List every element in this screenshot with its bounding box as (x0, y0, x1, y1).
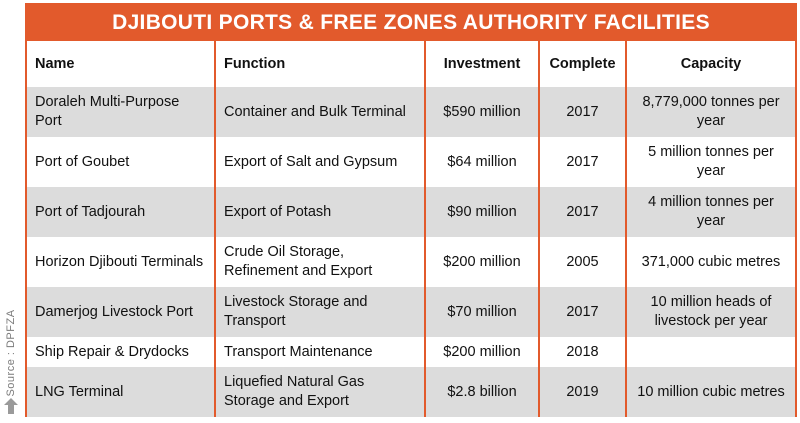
cell-complete: 2017 (538, 287, 626, 337)
cell-investment: $590 million (424, 87, 539, 137)
cell-capacity: 10 million cubic metres (625, 367, 795, 417)
table-row: Horizon Djibouti Terminals Crude Oil Sto… (27, 237, 795, 287)
table-row: Port of Goubet Export of Salt and Gypsum… (27, 137, 795, 187)
cell-name: Doraleh Multi-Purpose Port (35, 94, 180, 129)
cell-name: Port of Goubet (35, 153, 130, 170)
cell-investment: $64 million (424, 137, 539, 187)
facilities-table-panel: DJIBOUTI PORTS & FREE ZONES AUTHORITY FA… (25, 3, 797, 417)
cell-name: LNG Terminal (35, 383, 124, 400)
source-text: Source : DPFZA (5, 309, 17, 397)
table-row: Doraleh Multi-Purpose Port Container and… (27, 87, 795, 137)
cell-complete: 2019 (538, 367, 626, 417)
cell-function: Container and Bulk Terminal (214, 87, 425, 137)
cell-capacity: 371,000 cubic metres (625, 237, 795, 287)
cell-capacity: 10 million heads of livestock per year (625, 287, 795, 337)
cell-investment: $200 million (424, 237, 539, 287)
facilities-table: Name Function Investment Complete Capaci… (27, 41, 795, 417)
cell-name: Damerjog Livestock Port (35, 303, 193, 320)
cell-function: Crude Oil Storage, Refinement and Export (214, 237, 425, 287)
cell-function: Export of Potash (214, 187, 425, 237)
cell-complete: 2017 (538, 137, 626, 187)
table-row: Port of Tadjourah Export of Potash $90 m… (27, 187, 795, 237)
cell-capacity (625, 337, 795, 367)
arrow-up-icon (4, 398, 18, 414)
header-name: Name (35, 55, 75, 72)
cell-investment: $200 million (424, 337, 539, 367)
cell-complete: 2017 (538, 87, 626, 137)
table-row: Damerjog Livestock Port Livestock Storag… (27, 287, 795, 337)
cell-name: Ship Repair & Drydocks (35, 343, 189, 360)
cell-complete: 2005 (538, 237, 626, 287)
cell-investment: $90 million (424, 187, 539, 237)
header-row: Name Function Investment Complete Capaci… (27, 41, 795, 87)
cell-name: Horizon Djibouti Terminals (35, 253, 204, 270)
cell-name: Port of Tadjourah (35, 203, 146, 220)
cell-complete: 2017 (538, 187, 626, 237)
cell-capacity: 5 million tonnes per year (625, 137, 795, 187)
cell-function: Livestock Storage and Transport (214, 287, 425, 337)
table-row: Ship Repair & Drydocks Transport Mainten… (27, 337, 795, 367)
header-capacity: Capacity (625, 41, 795, 87)
cell-function: Liquefied Natural Gas Storage and Export (214, 367, 425, 417)
header-function: Function (214, 41, 425, 87)
cell-function: Export of Salt and Gypsum (214, 137, 425, 187)
table-row: LNG Terminal Liquefied Natural Gas Stora… (27, 367, 795, 417)
cell-investment: $2.8 billion (424, 367, 539, 417)
cell-capacity: 4 million tonnes per year (625, 187, 795, 237)
cell-complete: 2018 (538, 337, 626, 367)
cell-investment: $70 million (424, 287, 539, 337)
table-title: DJIBOUTI PORTS & FREE ZONES AUTHORITY FA… (112, 11, 710, 34)
header-complete: Complete (538, 41, 626, 87)
source-credit: Source : DPFZA (0, 290, 22, 416)
cell-capacity: 8,779,000 tonnes per year (625, 87, 795, 137)
cell-function: Transport Maintenance (214, 337, 425, 367)
header-investment: Investment (424, 41, 539, 87)
